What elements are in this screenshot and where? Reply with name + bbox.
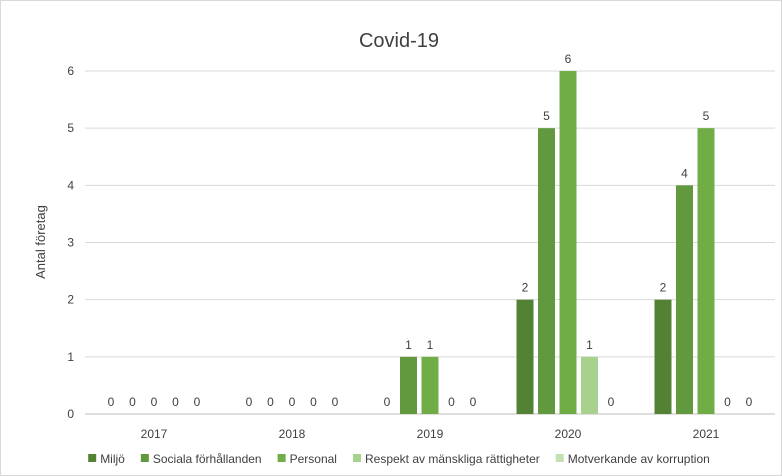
data-label: 5 <box>543 109 550 123</box>
x-tick-label: 2021 <box>693 427 720 441</box>
bar <box>654 299 672 414</box>
chart-title: Covid-19 <box>359 30 439 52</box>
data-label: 0 <box>267 395 274 409</box>
data-label: 0 <box>470 395 477 409</box>
legend-entry: Miljö <box>100 452 125 466</box>
y-tick-label: 6 <box>67 64 74 78</box>
data-label: 0 <box>108 395 115 409</box>
data-label: 0 <box>246 395 253 409</box>
data-label: 0 <box>310 395 317 409</box>
x-tick-label: 2017 <box>141 427 168 441</box>
bar <box>581 356 598 414</box>
x-tick-label: 2019 <box>417 427 444 441</box>
data-label: 2 <box>522 281 529 295</box>
y-tick-label: 0 <box>67 407 74 421</box>
y-tick-label: 1 <box>67 350 74 364</box>
y-tick-label: 4 <box>67 178 74 192</box>
data-label: 0 <box>384 395 391 409</box>
data-label: 0 <box>194 395 201 409</box>
legend-swatch <box>277 454 286 462</box>
legend-entry: Sociala förhållanden <box>153 452 262 466</box>
y-tick-label: 3 <box>67 236 74 250</box>
bar <box>516 299 534 414</box>
bar <box>697 128 715 414</box>
bar <box>676 185 693 414</box>
bar <box>421 356 439 414</box>
data-label: 0 <box>151 395 158 409</box>
legend-swatch <box>352 454 361 462</box>
data-label: 1 <box>586 338 593 352</box>
data-label: 0 <box>332 395 339 409</box>
y-axis-label: Antal företag <box>33 205 48 279</box>
data-label: 0 <box>129 395 136 409</box>
data-label: 1 <box>427 338 434 352</box>
legend-swatch <box>555 454 564 462</box>
x-axis-ticks: 2017 2018 2019 2020 2021 <box>141 427 720 441</box>
y-axis-ticks: 0 1 2 3 4 5 6 <box>67 64 74 421</box>
x-tick-label: 2018 <box>279 427 306 441</box>
data-label: 4 <box>681 166 688 180</box>
legend-entry: Respekt av mänskliga rättigheter <box>365 452 540 466</box>
bar <box>559 71 577 414</box>
data-label: 2 <box>660 281 667 295</box>
data-label: 0 <box>289 395 296 409</box>
legend-entry: Motverkande av korruption <box>568 452 710 466</box>
data-label: 0 <box>746 395 753 409</box>
y-tick-label: 5 <box>67 121 74 135</box>
legend-entry: Personal <box>290 452 337 466</box>
data-label: 5 <box>703 109 710 123</box>
data-label: 6 <box>565 52 572 66</box>
gridlines <box>85 70 775 415</box>
bar <box>538 128 555 414</box>
data-label: 0 <box>448 395 455 409</box>
x-tick-label: 2020 <box>555 427 582 441</box>
legend: Miljö Sociala förhållanden Personal Respekt… <box>88 452 710 466</box>
y-tick-label: 2 <box>67 293 74 307</box>
bar <box>400 356 417 414</box>
data-label: 0 <box>724 395 731 409</box>
legend-swatch <box>88 454 97 462</box>
data-label: 1 <box>405 338 412 352</box>
data-label: 0 <box>172 395 179 409</box>
data-label: 0 <box>608 395 615 409</box>
legend-swatch <box>140 454 149 462</box>
